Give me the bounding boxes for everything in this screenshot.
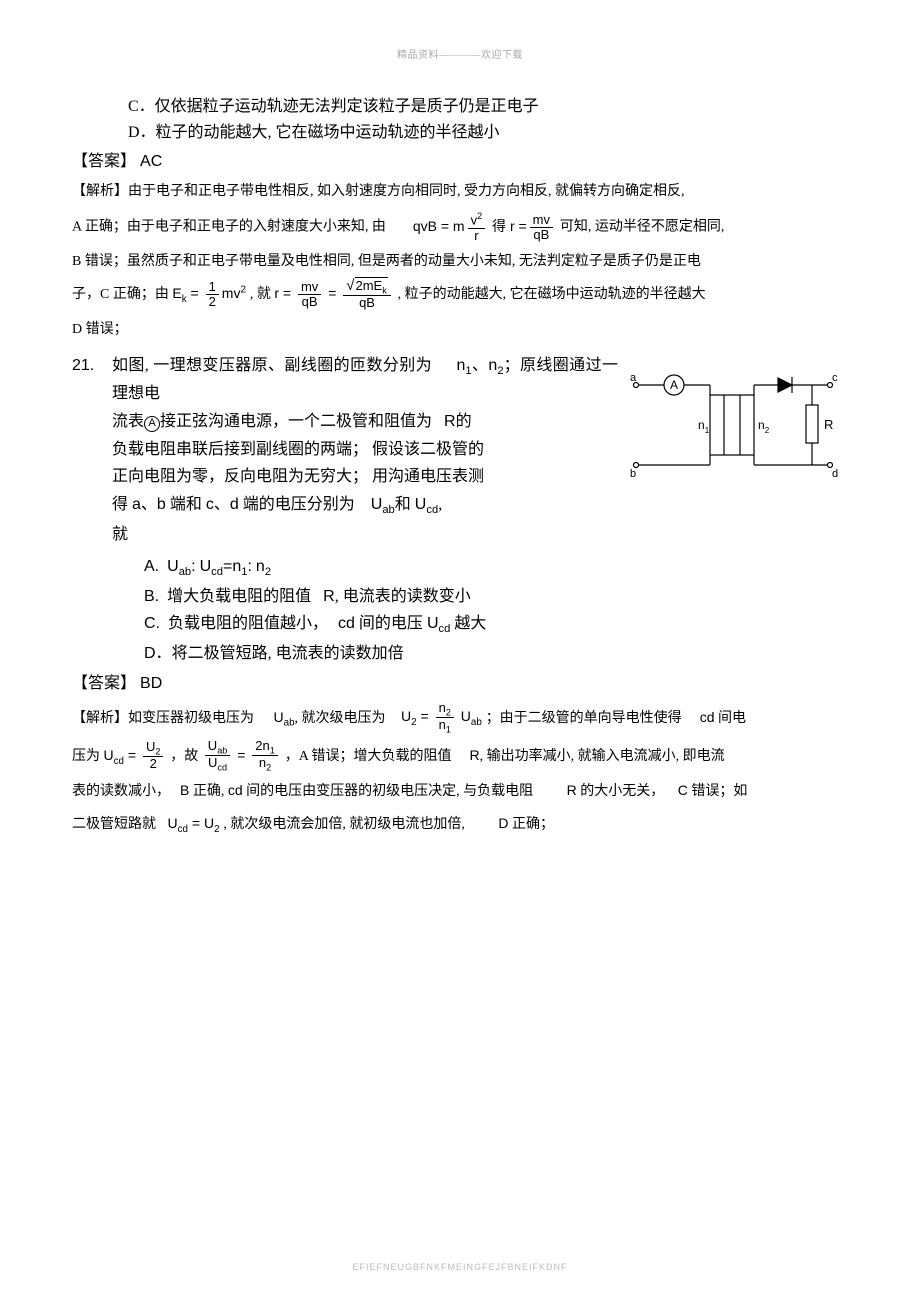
analysis-line-2a: A 正确；由于电子和正电子的入射速度大小来知, 由 — [72, 220, 386, 235]
formula-qvb: qvB = mv2r 得 r =mvqB — [413, 218, 560, 234]
page: 精品资料————欢迎下载 C．仅依据粒子运动轨迹无法判定该粒子是质子仍是正电子 … — [0, 0, 920, 1304]
q21-options: A. Uab: Ucd=n1: n2 B. 增大负载电阻的阻值R, 电流表的读数… — [144, 554, 848, 667]
label-n1: n1 — [698, 418, 710, 435]
answer-label: 【答案】 — [72, 675, 136, 692]
q20-option-c: C．仅依据粒子运动轨迹无法判定该粒子是质子仍是正电子 — [128, 94, 848, 120]
q20-answer: 【答案】 AC — [72, 149, 848, 175]
analysis-line-1: 由于电子和正电子带电性相反, 如入射速度方向相同时, 受力方向相反, 就偏转方向… — [128, 184, 685, 199]
q21-block: 21. 如图, 一理想变压器原、副线圈的匝数分别为 n1、n2；原线圈通过一理想… — [72, 353, 848, 667]
label-r: R — [824, 417, 833, 432]
q20-option-d: D．粒子的动能越大, 它在磁场中运动轨迹的半径越小 — [128, 120, 848, 146]
analysis-line-2b: 可知, 运动半径不愿定相同, — [560, 220, 725, 235]
q21-option-a: A. Uab: Ucd=n1: n2 — [144, 554, 848, 582]
q21-number: 21. — [72, 353, 94, 379]
q20-analysis: 【解析】由于电子和正电子带电性相反, 如入射速度方向相同时, 受力方向相反, 就… — [72, 179, 848, 344]
circuit-diagram: A. A a b c d n1 n2 R — [628, 367, 838, 487]
page-header: 精品资料————欢迎下载 — [72, 48, 848, 64]
answer-value: AC — [140, 153, 162, 170]
ammeter-a: A — [670, 378, 678, 392]
label-n2: n2 — [758, 418, 770, 435]
ammeter-symbol-inline: A — [144, 416, 160, 432]
q21-option-b: B. 增大负载电阻的阻值R, 电流表的读数变小 — [144, 584, 848, 610]
q21-option-d: D．将二极管短路, 电流表的读数加倍 — [144, 641, 848, 667]
q21-option-c: C. 负载电阻的阻值越小，cd 间的电压 Ucd 越大 — [144, 611, 848, 639]
analysis-label: 【解析】 — [72, 710, 128, 725]
answer-label: 【答案】 — [72, 153, 136, 170]
q21-analysis: 【解析】如变压器初级电压为 Uab, 就次级电压为 U2 = n2n1 Uab … — [72, 701, 848, 839]
page-footer: EFIEFNEUGBFNKFMEINGFEJFBNEIFKDNF — [0, 1260, 920, 1274]
analysis-line-5: D 错误； — [72, 317, 848, 344]
formula-r: r = mvqB = √2mEk qB — [274, 285, 397, 301]
terminal-c: c — [832, 372, 838, 384]
formula-ek: Ek = 12mv2 — [172, 285, 249, 301]
analysis-line-4b: , 就 — [250, 287, 271, 302]
terminal-a: a — [630, 372, 637, 384]
analysis-line-4a: 子，C 正确；由 — [72, 287, 169, 302]
analysis-line-3: B 错误；虽然质子和正电子带电量及电性相同, 但是两者的动量大小未知, 无法判定… — [72, 249, 848, 276]
terminal-b: b — [630, 468, 636, 480]
terminal-d: d — [832, 468, 838, 480]
q21-answer: 【答案】 BD — [72, 671, 848, 697]
analysis-line-4c: , 粒子的动能越大, 它在磁场中运动轨迹的半径越大 — [398, 287, 706, 302]
analysis-label: 【解析】 — [72, 184, 128, 199]
answer-value: BD — [140, 675, 162, 692]
